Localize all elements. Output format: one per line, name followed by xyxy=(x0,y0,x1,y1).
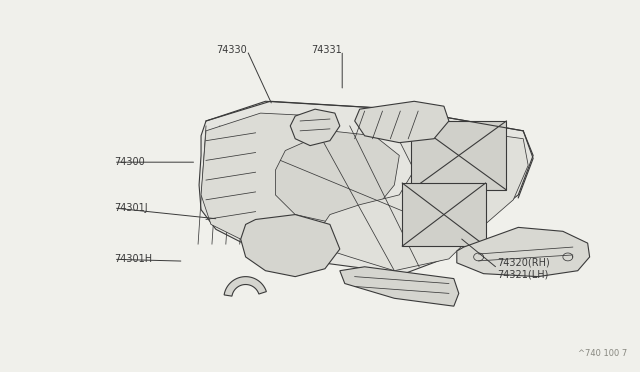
Polygon shape xyxy=(291,109,340,145)
Text: 74300: 74300 xyxy=(114,157,145,167)
Text: 74320(RH)
74321(LH): 74320(RH) 74321(LH) xyxy=(498,258,550,279)
Text: 74301J: 74301J xyxy=(114,203,147,213)
Polygon shape xyxy=(241,215,340,277)
Polygon shape xyxy=(403,183,486,246)
Polygon shape xyxy=(355,101,449,142)
Text: 74301H: 74301H xyxy=(114,254,152,264)
Polygon shape xyxy=(310,116,528,271)
Text: ^740 100 7: ^740 100 7 xyxy=(579,349,628,358)
Text: 74330: 74330 xyxy=(216,45,247,55)
Polygon shape xyxy=(224,277,266,296)
Polygon shape xyxy=(201,113,325,239)
Polygon shape xyxy=(412,121,506,190)
Polygon shape xyxy=(275,131,399,224)
Polygon shape xyxy=(340,267,459,306)
Polygon shape xyxy=(199,101,533,274)
Polygon shape xyxy=(457,227,589,277)
Text: 74331: 74331 xyxy=(312,45,342,55)
